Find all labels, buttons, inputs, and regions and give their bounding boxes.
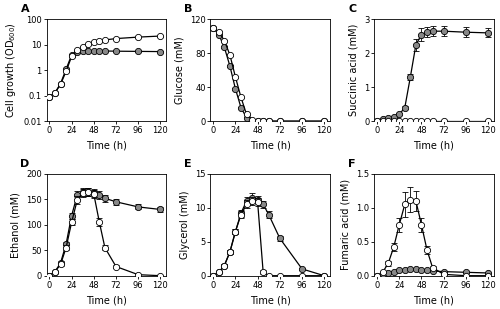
X-axis label: Time (h): Time (h)	[86, 295, 126, 305]
Text: D: D	[20, 159, 30, 169]
Y-axis label: Ethanol (mM): Ethanol (mM)	[10, 192, 20, 258]
Y-axis label: Glucose (mM): Glucose (mM)	[174, 36, 184, 104]
Text: B: B	[184, 4, 192, 14]
Text: E: E	[184, 159, 192, 169]
Text: F: F	[348, 159, 356, 169]
Y-axis label: Glycerol (mM): Glycerol (mM)	[180, 190, 190, 259]
X-axis label: Time (h): Time (h)	[414, 295, 455, 305]
X-axis label: Time (h): Time (h)	[250, 141, 290, 150]
Text: C: C	[348, 4, 356, 14]
X-axis label: Time (h): Time (h)	[250, 295, 290, 305]
Y-axis label: Cell growth (OD$_{600}$): Cell growth (OD$_{600}$)	[4, 22, 18, 118]
X-axis label: Time (h): Time (h)	[86, 141, 126, 150]
Text: A: A	[20, 4, 29, 14]
X-axis label: Time (h): Time (h)	[414, 141, 455, 150]
Y-axis label: Succinic acid (mM): Succinic acid (mM)	[348, 24, 358, 116]
Y-axis label: Fumaric acid (mM): Fumaric acid (mM)	[341, 179, 351, 270]
